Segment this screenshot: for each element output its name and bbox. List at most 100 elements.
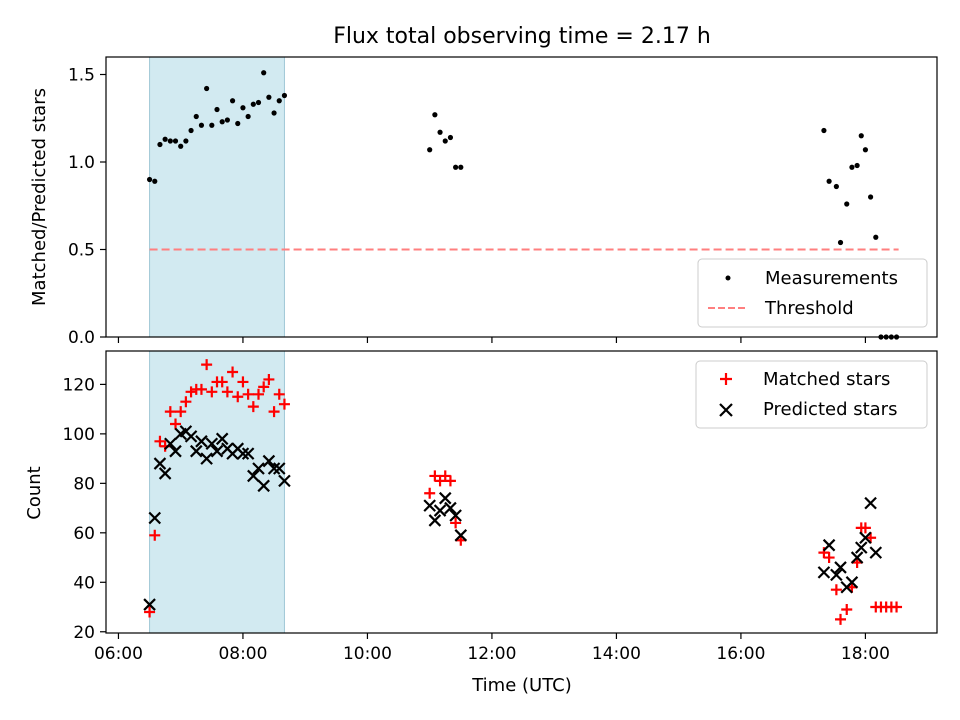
measurement-point	[193, 113, 199, 120]
measurement-point	[868, 194, 874, 200]
predicted-star-point	[423, 499, 436, 512]
x-tick-label: 12:00	[467, 644, 516, 664]
matched-star-point	[201, 359, 213, 371]
matched-star-point	[232, 391, 244, 403]
measurement-point	[255, 99, 262, 106]
predicted-star-point	[189, 444, 203, 458]
measurement-point	[858, 133, 864, 139]
matched-star-point	[185, 386, 197, 398]
measurement-point	[204, 85, 210, 92]
measurement-point	[844, 201, 850, 207]
predicted-star-point	[153, 457, 167, 470]
predicted-star-point	[830, 568, 843, 582]
predicted-star-point	[262, 454, 276, 468]
predicted-star-point	[817, 566, 831, 579]
matched-star-point	[170, 418, 182, 430]
measurement-point	[229, 98, 236, 104]
measurement-point	[276, 98, 282, 104]
predicted-star-point	[438, 491, 452, 505]
predicted-legend-label: Predicted stars	[763, 399, 897, 420]
matched-star-point	[206, 386, 218, 398]
measurement-point	[178, 143, 184, 149]
predicted-star-point	[854, 541, 868, 554]
predicted-star-point	[449, 509, 462, 522]
matched-star-point	[258, 381, 270, 393]
measurement-point	[172, 138, 179, 144]
measurement-point	[209, 122, 215, 128]
measurement-point	[219, 119, 225, 125]
measurement-point	[432, 112, 438, 118]
matched-star-point	[164, 406, 176, 418]
highlight-band-rect	[149, 350, 285, 634]
predicted-star-point	[869, 546, 883, 559]
matched-star-point	[227, 366, 239, 378]
matched-star-point	[237, 376, 249, 388]
predicted-star-point	[252, 462, 265, 475]
measurement-point	[849, 164, 855, 170]
count-panel-frame	[105, 350, 938, 634]
predicted-star-point	[864, 496, 877, 510]
predicted-star-point	[247, 469, 260, 483]
predicted-star-point	[433, 504, 447, 517]
predicted-star-point	[215, 432, 229, 446]
count-legend-box	[695, 360, 928, 429]
matched-star-point	[144, 606, 156, 618]
x-tick-label: 06:00	[94, 644, 143, 664]
measurement-point	[167, 138, 173, 144]
matched-star-point	[450, 517, 462, 529]
predicted-star-point	[428, 514, 442, 527]
ratio-axis-ticks: 0.0 0.5 1.0 1.5	[68, 66, 867, 348]
predicted-star-point	[850, 551, 864, 564]
matched-star-point	[835, 613, 847, 625]
measurement-point	[214, 106, 220, 113]
matched-star-point	[273, 388, 285, 400]
measurement-point	[224, 117, 230, 123]
measurement-point	[266, 94, 272, 100]
matched-star-point	[434, 475, 446, 487]
measurement-point	[453, 164, 459, 170]
y-tick-label: 60	[73, 524, 95, 544]
predicted-star-point	[184, 430, 198, 443]
predicted-star-point	[205, 437, 219, 451]
measurement-point	[833, 183, 839, 190]
count-axis-ticks: 20 40 60 80 100 120 06:00 08:00 10:00 12:00 14:00 1…	[63, 375, 890, 664]
x-tick-label: 16:00	[716, 644, 765, 664]
matched-star-point	[278, 398, 290, 410]
matched-star-point	[195, 383, 207, 395]
measurement-point	[240, 105, 246, 111]
matched-star-point	[268, 406, 280, 418]
figure-title: Flux total observing time = 2.17 h	[333, 24, 711, 49]
measurement-point	[146, 176, 153, 183]
y-tick-label: 20	[73, 623, 95, 643]
y-tick-label: 100	[63, 425, 95, 445]
x-tick-label: 14:00	[592, 644, 641, 664]
count-y-axis-label: Count	[24, 466, 45, 519]
measurement-point	[162, 136, 168, 142]
y-tick-label: 0.0	[68, 328, 95, 348]
matched-star-point	[175, 406, 187, 418]
y-tick-label: 1.0	[68, 153, 95, 173]
measurement-point	[157, 141, 163, 148]
ratio-y-axis-label: Matched/Predicted stars	[29, 88, 50, 306]
predicted-star-point	[158, 467, 172, 480]
matched-legend-label: Matched stars	[763, 369, 890, 390]
ratio-shaded-band	[149, 56, 285, 338]
measurement-point	[183, 138, 189, 144]
measurement-point	[188, 127, 194, 134]
x-axis-label: Time (UTC)	[471, 675, 572, 696]
measurement-point	[873, 234, 879, 240]
predicted-star-point	[454, 529, 468, 542]
predicted-star-point	[195, 435, 208, 448]
predicted-star-point	[444, 501, 457, 515]
matched-star-point	[429, 470, 441, 482]
measurement-point	[281, 92, 288, 99]
measurement-point	[235, 120, 241, 127]
predicted-star-point	[210, 444, 224, 458]
predicted-star-point	[236, 447, 250, 460]
predicted-star-point	[164, 437, 177, 451]
matched-star-point	[444, 475, 456, 487]
predicted-star-point	[267, 462, 281, 475]
predicted-star-point	[859, 531, 872, 545]
measurements-legend-marker	[725, 275, 731, 281]
matched-star-point	[149, 529, 161, 541]
